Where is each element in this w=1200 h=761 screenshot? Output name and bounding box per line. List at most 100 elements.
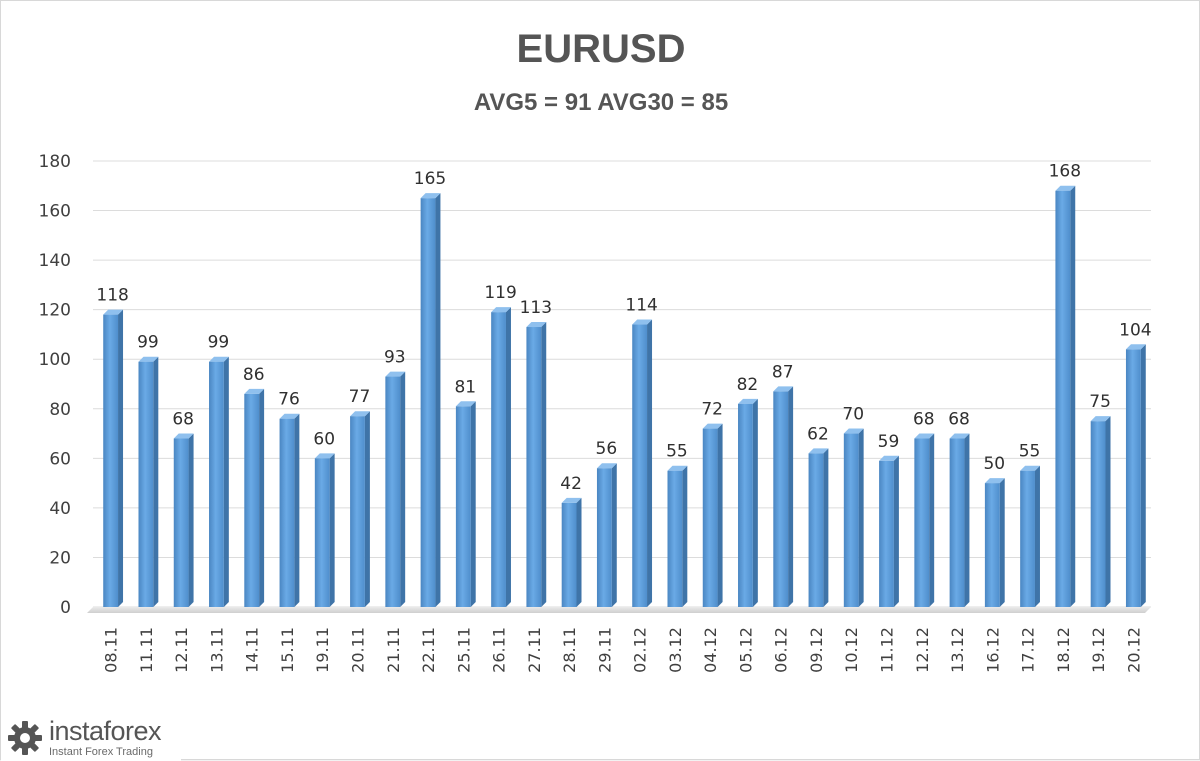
bar-22.11 xyxy=(420,193,441,607)
bar-front xyxy=(1125,349,1141,607)
bar-front xyxy=(808,453,824,607)
chart-title: EURUSD xyxy=(516,27,686,71)
bar-side xyxy=(999,478,1005,607)
bar-top xyxy=(1020,465,1040,471)
bar-front xyxy=(843,433,859,607)
bar-05.12 xyxy=(738,398,758,607)
bar-front xyxy=(314,458,330,607)
bar-front xyxy=(209,361,224,607)
bar-top xyxy=(949,433,970,439)
bar-top xyxy=(1055,185,1076,191)
x-tick-label: 28.11 xyxy=(560,627,579,673)
x-tick-label: 29.11 xyxy=(595,627,614,673)
x-tick-label: 14.11 xyxy=(243,627,262,673)
x-tick-label: 04.12 xyxy=(701,627,720,673)
bar-front xyxy=(350,416,365,607)
bar-side xyxy=(259,388,265,607)
bar-top xyxy=(103,309,124,315)
bar-top xyxy=(244,388,265,394)
y-axis-ticks: 0 20 40 60 80 100 120 140 160 180 xyxy=(39,152,71,618)
bar-26.11 xyxy=(491,307,511,607)
data-label: 87 xyxy=(772,362,794,382)
x-tick-label: 13.11 xyxy=(207,627,226,673)
x-tick-label: 03.12 xyxy=(666,627,685,673)
bar-top xyxy=(596,463,617,469)
x-tick-label: 27.11 xyxy=(525,627,544,673)
data-label: 55 xyxy=(1019,442,1041,462)
bar-top xyxy=(138,356,159,362)
x-tick-label: 02.12 xyxy=(631,627,650,673)
bar-top xyxy=(773,386,794,392)
bar-14.11 xyxy=(244,388,265,607)
x-tick-label: 06.12 xyxy=(772,627,791,673)
data-label: 168 xyxy=(1049,162,1081,182)
bar-side xyxy=(717,423,723,607)
bar-front xyxy=(173,438,189,607)
bar-front xyxy=(420,198,436,607)
bar-side xyxy=(647,319,653,607)
bar-front xyxy=(526,327,542,607)
bar-front xyxy=(949,438,965,607)
y-tick-label: 180 xyxy=(39,152,71,172)
data-label: 119 xyxy=(484,283,516,303)
bar-06.12 xyxy=(773,386,794,607)
bar-front xyxy=(1090,421,1106,607)
bar-side xyxy=(541,322,547,607)
data-label: 104 xyxy=(1119,320,1151,340)
brand-name: instaforex xyxy=(49,716,162,746)
x-tick-label: 13.12 xyxy=(948,627,967,673)
bar-front xyxy=(455,406,471,607)
bar-side xyxy=(823,448,829,607)
bar-25.11 xyxy=(455,401,476,607)
x-tick-label: 10.12 xyxy=(842,627,861,673)
x-tick-label: 20.12 xyxy=(1124,627,1143,673)
bar-front xyxy=(491,312,506,607)
bar-03.12 xyxy=(667,465,688,607)
bar-front xyxy=(738,403,753,607)
bar-side xyxy=(223,356,229,607)
bar-top xyxy=(1125,344,1146,350)
bar-front xyxy=(1020,470,1035,607)
data-label: 82 xyxy=(737,375,759,395)
bars xyxy=(103,185,1146,607)
bar-front xyxy=(385,376,401,607)
data-label: 55 xyxy=(666,442,688,462)
bar-16.12 xyxy=(984,478,1005,607)
data-label: 42 xyxy=(560,474,582,494)
data-label: 50 xyxy=(983,454,1005,474)
bar-side xyxy=(118,309,124,607)
bar-08.11 xyxy=(103,309,124,607)
bar-front xyxy=(702,428,718,607)
data-label: 113 xyxy=(520,298,552,318)
bar-side xyxy=(294,413,300,607)
data-label: 165 xyxy=(414,169,446,189)
x-tick-label: 20.11 xyxy=(349,627,368,673)
bar-side xyxy=(752,398,758,607)
bar-side xyxy=(858,428,864,607)
bar-04.12 xyxy=(702,423,723,607)
bar-front xyxy=(103,314,119,607)
bar-front xyxy=(138,361,154,607)
bar-top xyxy=(808,448,829,454)
bar-side xyxy=(329,453,335,607)
bar-front xyxy=(279,418,295,607)
bar-front xyxy=(984,483,1000,607)
data-label: 76 xyxy=(278,390,300,410)
bar-side xyxy=(1140,344,1146,607)
bar-top xyxy=(420,193,441,199)
bar-side xyxy=(929,433,935,607)
bar-side xyxy=(576,497,582,607)
bar-13.12 xyxy=(949,433,970,607)
bar-front xyxy=(632,324,648,607)
bar-front xyxy=(879,460,894,607)
x-tick-label: 08.11 xyxy=(102,627,121,673)
bar-front xyxy=(1055,190,1071,607)
x-tick-label: 16.12 xyxy=(983,627,1002,673)
bar-side xyxy=(1070,185,1076,607)
bar-top xyxy=(702,423,723,429)
data-label: 72 xyxy=(701,400,723,420)
data-label: 70 xyxy=(842,405,864,425)
